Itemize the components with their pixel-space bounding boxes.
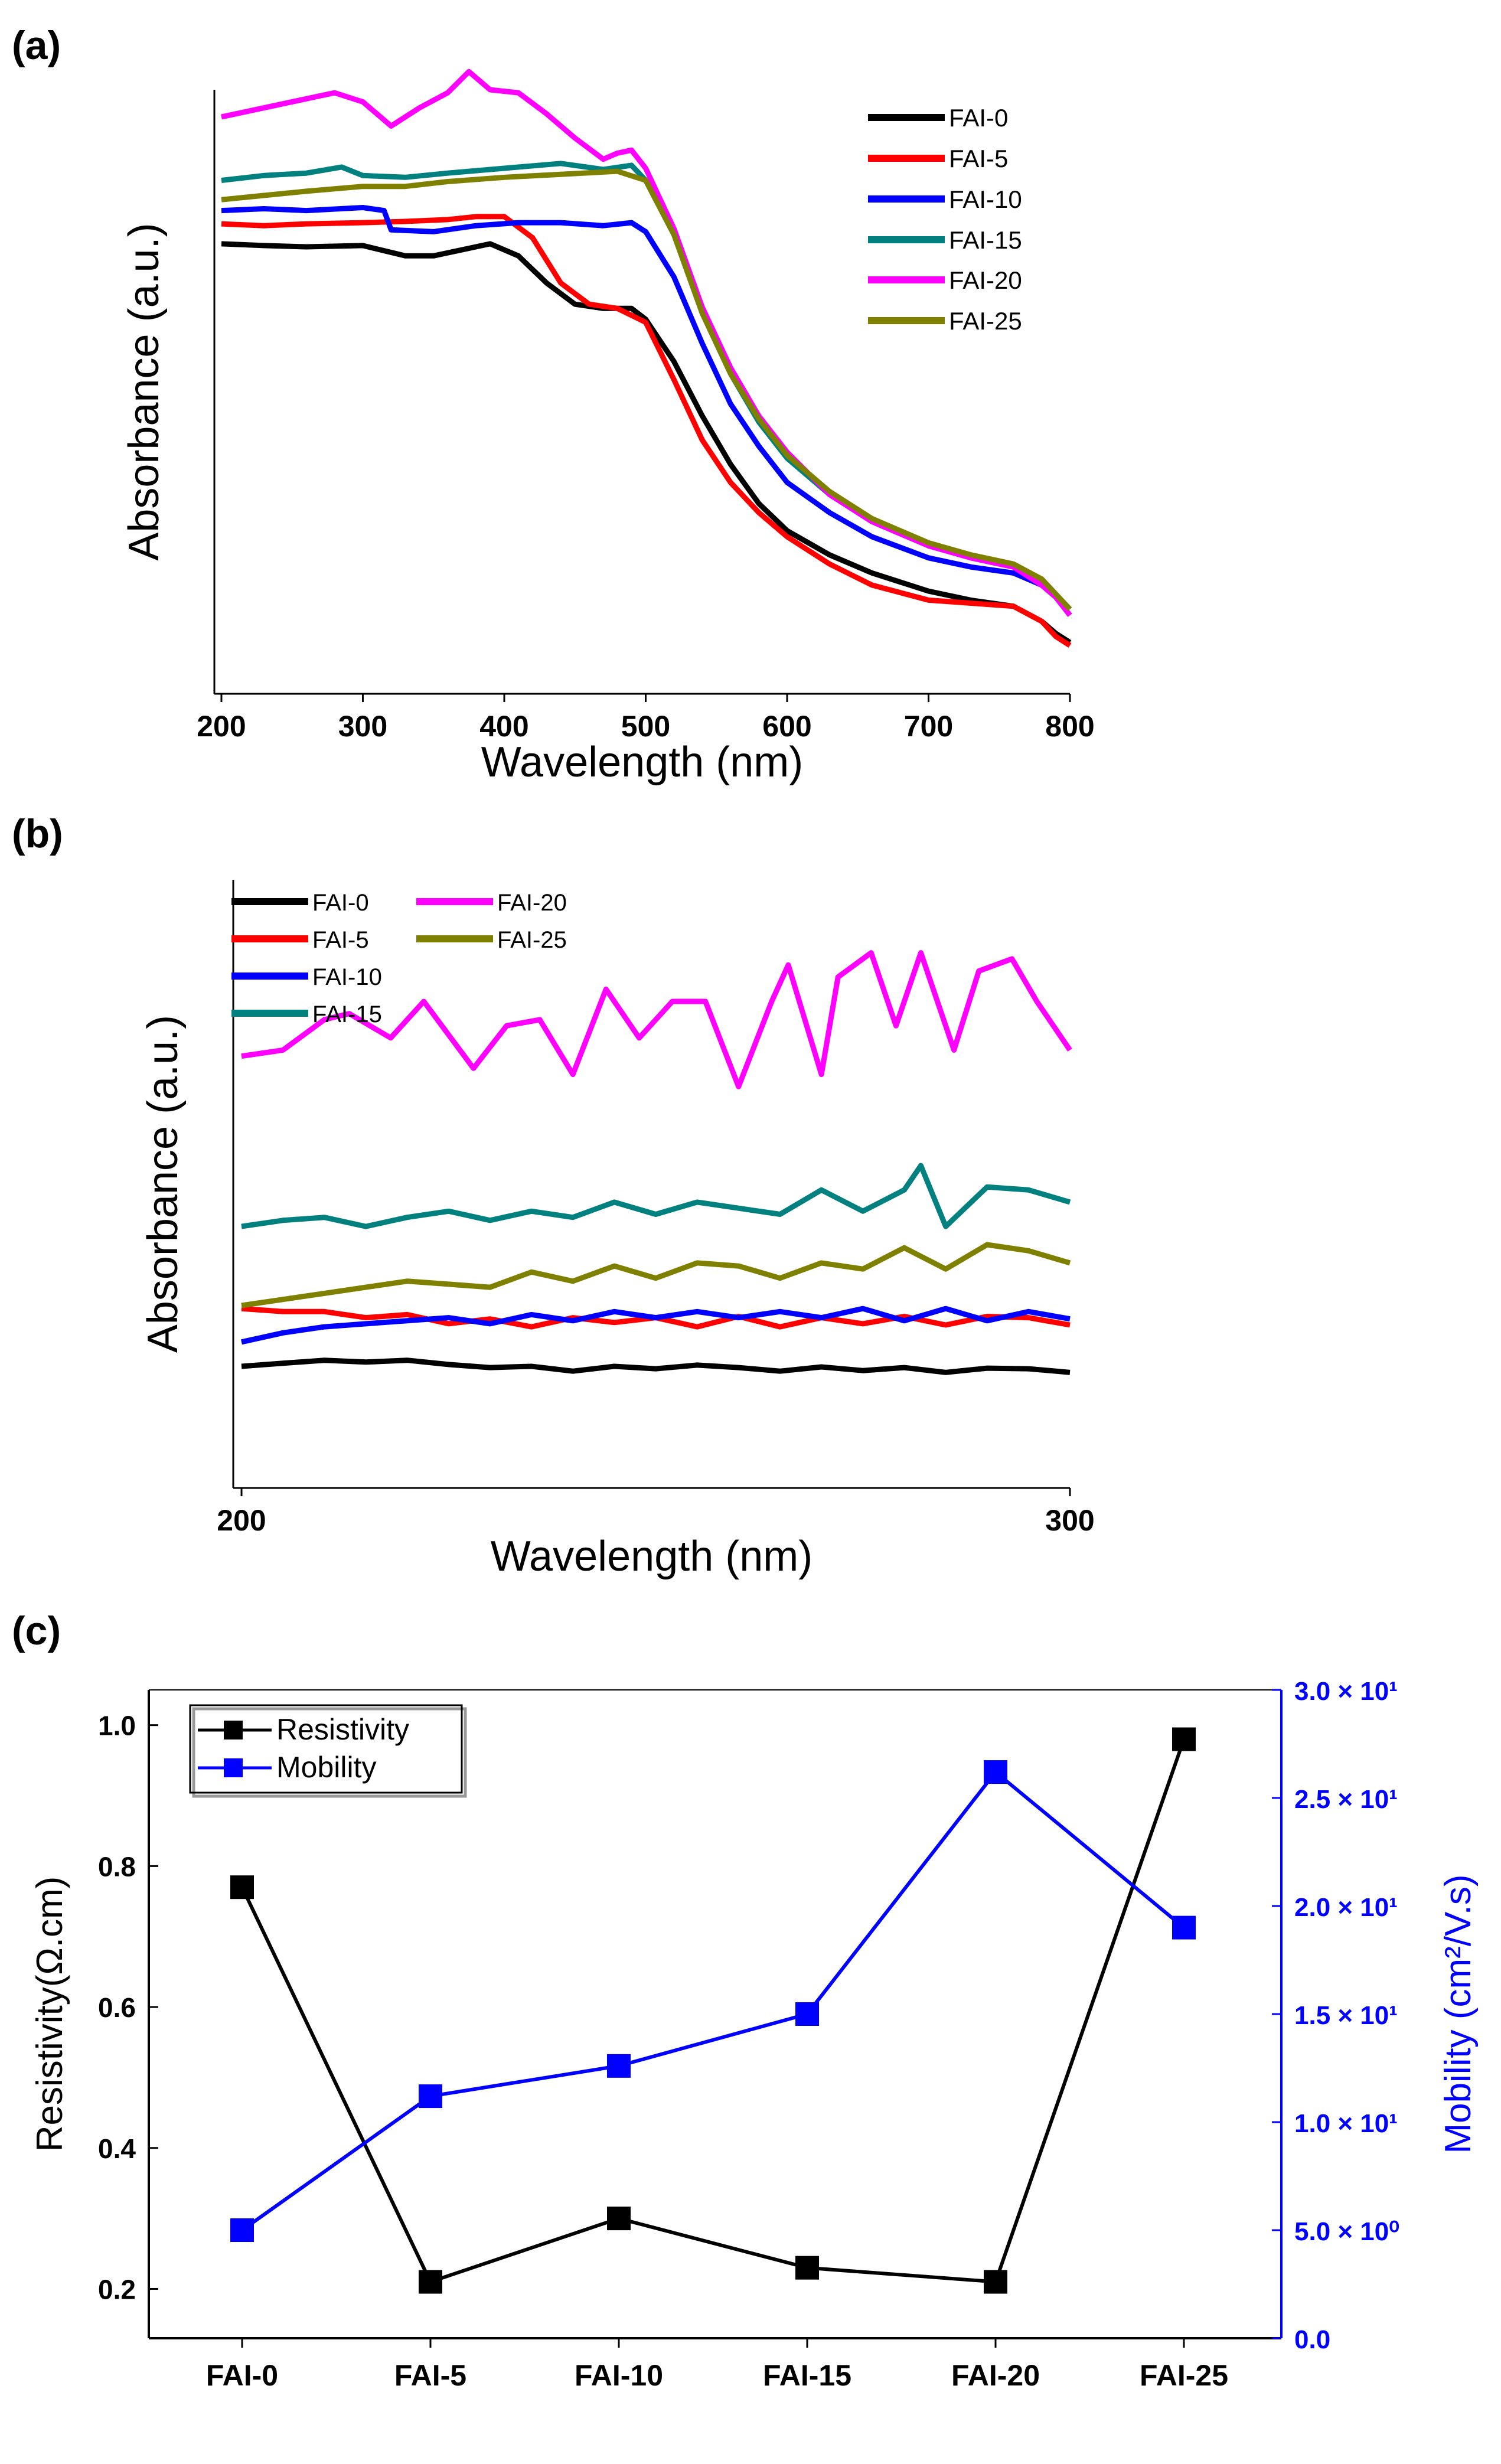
- series-line-fai-10: [241, 1306, 1071, 1345]
- legend-label-fai-15: FAI-15: [312, 1001, 382, 1027]
- series-line-fai-20: [221, 68, 1072, 617]
- x-tick-label: 300: [1045, 1504, 1094, 1537]
- series-line-fai-0: [241, 1357, 1071, 1375]
- series-line-resistivity: [240, 1738, 1186, 2284]
- data-point-resistivity: [1172, 1727, 1196, 1751]
- left-tick-label: 0.8: [98, 1851, 136, 1882]
- data-point-mobility: [230, 2218, 254, 2242]
- data-point-mobility: [419, 2084, 442, 2109]
- series-line-fai-20: [241, 950, 1072, 1089]
- panel-b-chart: 200 300 Wavelength (nm) Absorbance (a.u.) FA…: [139, 880, 1095, 1580]
- right-tick-label: 3.0 × 10¹: [1294, 1677, 1398, 1706]
- x-category-label: FAI-0: [206, 2359, 278, 2392]
- right-tick-label: 1.5 × 10¹: [1294, 2001, 1398, 2030]
- x-category-label: FAI-10: [575, 2359, 663, 2392]
- series-line-fai-15: [241, 1163, 1071, 1229]
- series-line-fai-25: [221, 168, 1072, 611]
- series-line-fai-0: [221, 241, 1072, 645]
- right-tick-label: 2.5 × 10¹: [1294, 1785, 1398, 1814]
- legend-label-fai-15: FAI-15: [949, 226, 1022, 254]
- right-tick-label: 2.0 × 10¹: [1294, 1893, 1398, 1922]
- x-tick-label: 400: [479, 710, 528, 743]
- left-tick-label: 0.4: [98, 2133, 136, 2164]
- legend-label-fai-10: FAI-10: [949, 185, 1022, 213]
- legend-label-fai-0: FAI-0: [312, 890, 369, 916]
- right-tick-label: 5.0 × 10⁰: [1294, 2217, 1399, 2246]
- left-tick-label: 0.2: [98, 2274, 136, 2305]
- legend-marker-mobility: [224, 1758, 243, 1777]
- data-point-mobility: [607, 2054, 631, 2078]
- left-axis-title: Resistivity(Ω.cm): [30, 1876, 70, 2152]
- right-tick-label: 1.0 × 10¹: [1294, 2109, 1398, 2138]
- legend-label-fai-0: FAI-0: [949, 104, 1008, 132]
- x-tick-label: 700: [904, 710, 953, 743]
- x-axis-title: Wavelength (nm): [481, 739, 804, 786]
- legend-label-fai-20: FAI-20: [949, 266, 1022, 294]
- data-point-resistivity: [607, 2207, 631, 2231]
- panel-label-c: (c): [12, 1608, 61, 1653]
- x-tick-label: 300: [338, 710, 387, 743]
- data-point-resistivity: [230, 1875, 254, 1900]
- series-line-mobility: [241, 1769, 1185, 2232]
- data-point-resistivity: [419, 2270, 442, 2294]
- x-category-label: FAI-25: [1140, 2359, 1228, 2392]
- legend-label-fai-10: FAI-10: [312, 964, 382, 990]
- legend-label-fai-20: FAI-20: [497, 890, 567, 916]
- legend-label-mobility: Mobility: [276, 1751, 376, 1784]
- x-category-label: FAI-15: [763, 2359, 851, 2392]
- x-category-label: FAI-5: [394, 2359, 466, 2392]
- data-point-mobility: [1172, 1915, 1196, 1940]
- legend-marker-resistivity: [224, 1721, 243, 1740]
- y-axis-title: Absorbance (a.u.): [139, 1015, 187, 1353]
- panel-c-chart: 0.2 0.4 0.6 0.8 1.0 0.0 5.0 × 10⁰ 1.0 × 10¹ 1.5 …: [30, 1677, 1479, 2392]
- series-line-fai-5: [221, 214, 1072, 648]
- data-point-mobility: [984, 1760, 1007, 1784]
- panel-label-b: (b): [12, 811, 63, 856]
- legend-label-fai-25: FAI-25: [949, 307, 1022, 335]
- right-tick-label: 0.0: [1294, 2325, 1330, 2354]
- legend-label-fai-5: FAI-5: [949, 145, 1008, 172]
- data-point-resistivity: [795, 2256, 819, 2280]
- legend-box: [189, 1704, 463, 1794]
- legend-label-fai-25: FAI-25: [497, 927, 567, 953]
- y-axis-title: Absorbance (a.u.): [120, 223, 168, 560]
- x-tick-label: 200: [197, 710, 246, 743]
- x-tick-label: 800: [1045, 710, 1094, 743]
- series-line-fai-10: [221, 205, 1072, 617]
- data-point-mobility: [795, 2002, 819, 2026]
- panel-label-a: (a): [12, 23, 61, 68]
- x-tick-label: 500: [621, 710, 670, 743]
- x-tick-label: 600: [762, 710, 811, 743]
- panel-a-chart: 200 300 400 500 600 700 800 Wavelength (nm) Abso…: [120, 68, 1095, 786]
- legend-shadow: [192, 1707, 467, 1798]
- x-tick-label: 200: [217, 1504, 266, 1537]
- legend-label-fai-5: FAI-5: [312, 927, 369, 953]
- series-line-fai-25: [241, 1242, 1071, 1308]
- left-tick-label: 0.6: [98, 1992, 136, 2023]
- right-axis-title: Mobility (cm²/V.s): [1438, 1874, 1479, 2153]
- left-tick-label: 1.0: [98, 1711, 136, 1741]
- legend-label-resistivity: Resistivity: [276, 1713, 409, 1746]
- x-axis-title: Wavelength (nm): [491, 1533, 813, 1580]
- data-point-resistivity: [984, 2270, 1007, 2294]
- x-category-label: FAI-20: [951, 2359, 1040, 2392]
